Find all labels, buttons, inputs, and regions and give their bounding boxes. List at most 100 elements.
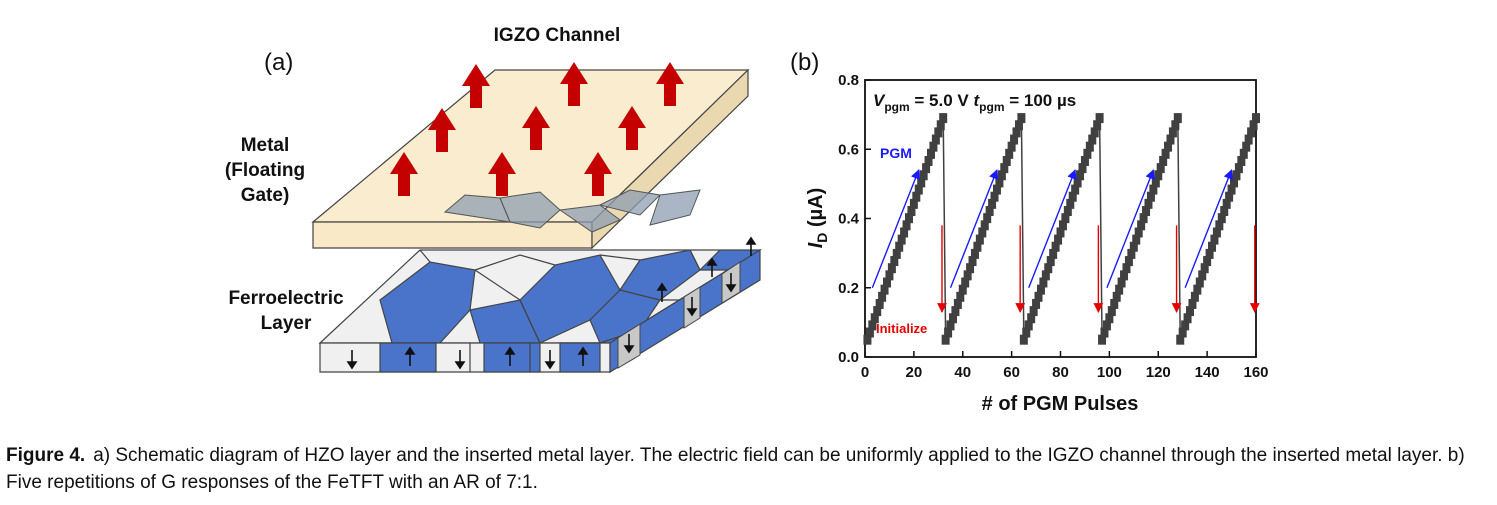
x-tick-label: 40 [954, 364, 971, 381]
data-point [1149, 184, 1158, 195]
data-point [1232, 170, 1241, 181]
data-point [868, 320, 877, 331]
data-point [1034, 291, 1043, 302]
data-point [1039, 277, 1048, 288]
data-point [1022, 327, 1031, 338]
data-point [902, 220, 911, 231]
data-point [1117, 277, 1126, 288]
reset-drop-line [1020, 118, 1025, 340]
data-point [963, 270, 972, 281]
data-point [1073, 177, 1082, 188]
y-axis-title: ID (µA) [805, 188, 830, 249]
metal-gate-label: Metal (Floating Gate) [225, 135, 305, 206]
data-point [880, 284, 889, 295]
data-point [1222, 198, 1231, 209]
data-point [924, 155, 933, 166]
x-tick-label: 80 [1052, 364, 1069, 381]
data-point [997, 170, 1006, 181]
data-point [1083, 148, 1092, 159]
data-point [1161, 148, 1170, 159]
y-tick-label: 0.8 [838, 72, 859, 89]
x-tick-label: 20 [906, 364, 923, 381]
svg-text:Ferroelectric: Ferroelectric [228, 288, 344, 309]
data-point [1234, 163, 1243, 174]
polarization-arrows [346, 236, 757, 370]
data-point [990, 191, 999, 202]
pgm-cycle-4 [1098, 113, 1182, 345]
data-point [934, 127, 943, 138]
data-point [1134, 227, 1143, 238]
data-point [1252, 113, 1260, 124]
data-point [1244, 134, 1253, 145]
data-point [887, 263, 896, 274]
pgm-arrow [871, 169, 921, 289]
data-point [1112, 291, 1121, 302]
x-axis-title: # of PGM Pulses [982, 393, 1139, 415]
axis-ticks: 0 20 40 60 80 100 120 140 160 0.0 0.2 0.4 0.6 0.8 [838, 72, 1268, 381]
data-point [900, 227, 909, 238]
data-point [1198, 270, 1207, 281]
data-point [1010, 134, 1019, 145]
data-point [870, 313, 879, 324]
data-point [1029, 306, 1038, 317]
data-point [882, 277, 891, 288]
panel-b-chart: (b) 0 20 40 60 80 100 120 140 160 0.0 0.2 0.4 0.6 0.8… [790, 49, 1269, 415]
svg-text:Gate): Gate) [241, 185, 290, 206]
data-point [931, 134, 940, 145]
data-point [1156, 163, 1165, 174]
data-point [1044, 263, 1053, 274]
data-point [1100, 327, 1109, 338]
ferroelectric-layer [318, 248, 763, 374]
data-point [988, 198, 997, 209]
pgm-initialize-arrows [871, 169, 1260, 313]
x-tick-label: 100 [1097, 364, 1122, 381]
data-point [917, 177, 926, 188]
data-point [1058, 220, 1067, 231]
y-tick-label: 0.2 [838, 280, 859, 297]
data-point [1071, 184, 1080, 195]
data-point [980, 220, 989, 231]
data-point [1188, 298, 1197, 309]
data-point [1176, 334, 1185, 345]
panel-a-schematic: (a) IGZO Channel [225, 25, 763, 374]
pgm-arrow [1106, 169, 1155, 289]
data-point [1249, 120, 1258, 131]
data-point [992, 184, 1001, 195]
data-point [970, 248, 979, 259]
data-point [1146, 191, 1155, 202]
data-point [1000, 163, 1009, 174]
data-point [1212, 227, 1221, 238]
data-point [1014, 120, 1023, 131]
data-point [1012, 127, 1021, 138]
svg-text:(Floating: (Floating [225, 160, 305, 181]
pgm-arrow [1028, 169, 1077, 289]
data-point [912, 191, 921, 202]
data-point [1220, 206, 1229, 217]
data-point [1217, 213, 1226, 224]
svg-text:Layer: Layer [261, 313, 312, 334]
data-point [1166, 134, 1175, 145]
plot-frame [864, 79, 1257, 358]
data-point [922, 163, 931, 174]
data-point [1078, 163, 1087, 174]
y-tick-label: 0.6 [838, 141, 859, 158]
data-point [1120, 270, 1129, 281]
x-tick-label: 140 [1195, 364, 1220, 381]
data-point [995, 177, 1004, 188]
caption-text: a) Schematic diagram of HZO layer and th… [6, 445, 1465, 493]
data-point [958, 284, 967, 295]
data-point [1151, 177, 1160, 188]
data-point [1002, 155, 1011, 166]
data-point [985, 206, 994, 217]
data-point [1007, 141, 1016, 152]
data-point [966, 263, 975, 274]
data-point [1183, 313, 1192, 324]
data-point [1098, 334, 1107, 345]
data-point [1154, 170, 1163, 181]
data-point [1051, 241, 1060, 252]
data-point [1105, 313, 1114, 324]
panel-b-label: (b) [790, 49, 819, 76]
data-point [1159, 155, 1168, 166]
data-point [929, 141, 938, 152]
data-point [956, 291, 965, 302]
